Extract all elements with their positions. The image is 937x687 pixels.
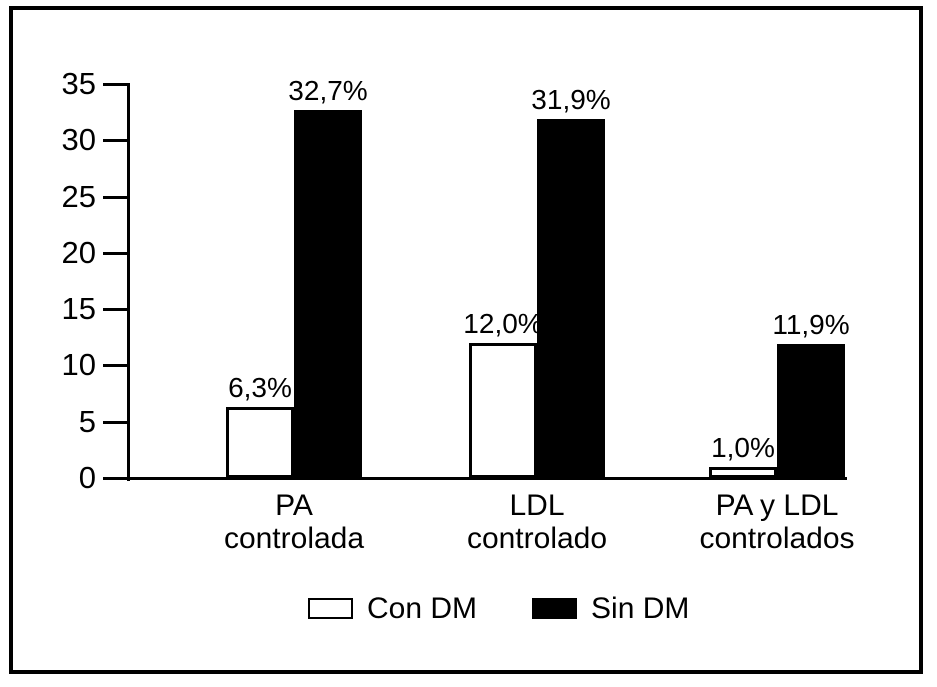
y-axis-tick: [103, 421, 130, 424]
y-axis-tick-label: 0: [78, 460, 96, 495]
legend: Con DM Sin DM: [308, 592, 689, 625]
bar-value-label: 1,0%: [711, 432, 775, 463]
y-axis-tick: [103, 139, 130, 142]
category-label-pa: PA controlada: [223, 489, 365, 555]
bar-value-label: 12,0%: [463, 308, 543, 339]
y-axis-tick: [103, 252, 130, 255]
bar-con-dm: [469, 343, 537, 478]
y-axis-tick-label: 10: [61, 347, 96, 382]
bar-sin-dm: [294, 110, 362, 478]
legend-swatch-con-dm: [308, 598, 353, 619]
bar-value-label: 11,9%: [772, 309, 850, 340]
y-axis-tick: [103, 83, 130, 86]
y-axis-tick: [103, 196, 130, 199]
bar-value-label: 6,3%: [228, 372, 292, 403]
y-axis-tick-label: 35: [61, 66, 96, 101]
legend-label: Con DM: [367, 592, 478, 625]
category-label-pa-y-ldl: PA y LDL controlados: [699, 489, 855, 555]
y-axis-tick: [103, 308, 130, 311]
legend-item-con-dm: Con DM: [308, 592, 477, 625]
x-axis-line: [129, 477, 847, 480]
legend-label: Sin DM: [591, 592, 690, 625]
y-axis-tick-label: 5: [78, 404, 96, 439]
y-axis-tick-label: 25: [61, 179, 96, 214]
bar-sin-dm: [777, 344, 845, 478]
y-axis-tick-label: 15: [61, 291, 96, 326]
legend-swatch-sin-dm: [532, 598, 578, 619]
figure-frame: [9, 6, 923, 674]
y-axis-tick-label: 30: [61, 122, 96, 157]
bar-con-dm: [709, 467, 777, 478]
bar-con-dm: [226, 407, 294, 478]
category-label-ldl: LDL controlado: [466, 489, 608, 555]
bar-sin-dm: [537, 119, 605, 478]
y-axis-tick: [103, 364, 130, 367]
y-axis-tick: [103, 477, 130, 480]
y-axis-line: [127, 84, 130, 481]
legend-item-sin-dm: Sin DM: [532, 592, 689, 625]
bar-value-label: 32,7%: [288, 75, 368, 106]
y-axis-tick-label: 20: [61, 235, 96, 270]
bar-value-label: 31,9%: [531, 84, 611, 115]
